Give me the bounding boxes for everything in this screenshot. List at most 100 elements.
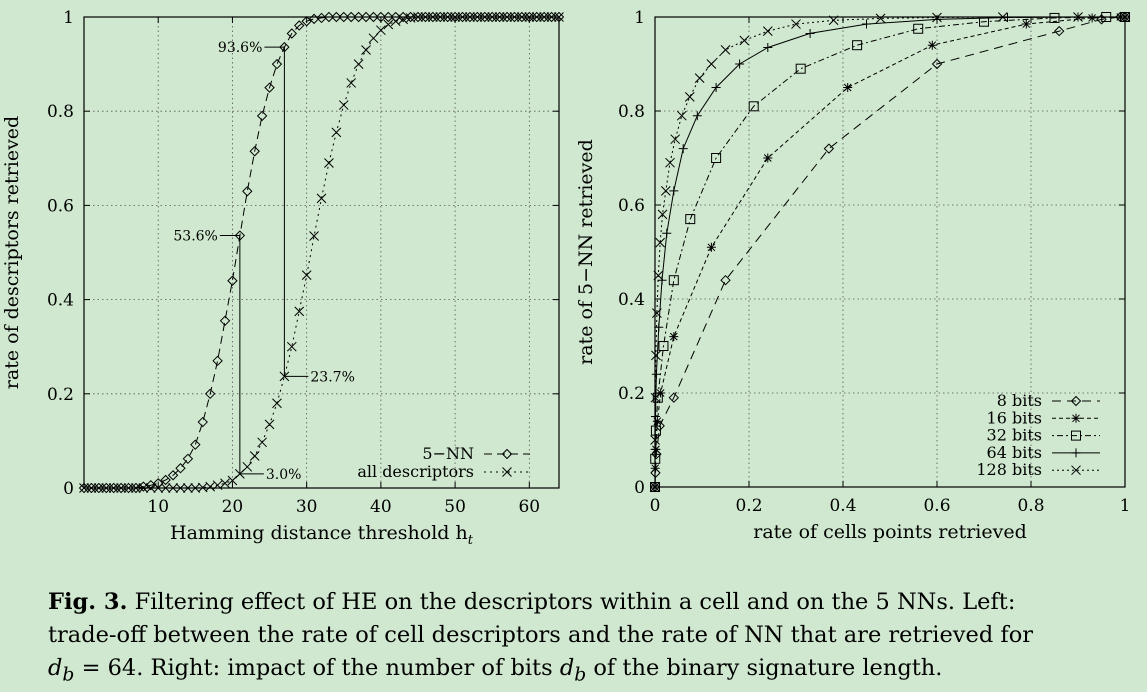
data-point <box>435 12 446 22</box>
legend-label: all descriptors <box>357 462 474 481</box>
data-point <box>692 111 702 121</box>
x-tick-label: 20 <box>222 497 244 517</box>
legend-label: 32 bits <box>987 426 1042 445</box>
data-point <box>862 19 871 29</box>
data-point <box>145 483 156 493</box>
data-point <box>1021 19 1031 29</box>
data-point <box>669 332 679 342</box>
data-point <box>1073 12 1083 22</box>
series-line <box>654 16 1125 488</box>
data-point <box>678 144 688 154</box>
data-point <box>212 355 223 367</box>
data-point <box>427 12 438 22</box>
series-line <box>654 16 1125 488</box>
series-2 <box>650 12 1130 492</box>
data-point <box>720 274 731 286</box>
data-point <box>509 12 520 22</box>
data-point <box>554 12 564 22</box>
y-tick-label: 0.4 <box>618 290 645 310</box>
data-point <box>668 392 680 403</box>
legend-sample-marker <box>1071 413 1081 423</box>
data-point <box>711 153 722 163</box>
data-point <box>294 20 305 31</box>
data-point <box>93 482 105 494</box>
data-point <box>368 11 379 23</box>
data-point <box>264 82 275 93</box>
data-point <box>316 193 327 204</box>
data-point <box>93 483 104 493</box>
data-point <box>286 341 297 352</box>
data-point <box>353 59 364 69</box>
data-point <box>524 11 535 23</box>
data-point <box>331 127 342 138</box>
x-tick-label: 0.4 <box>829 496 856 516</box>
data-point <box>242 461 253 472</box>
y-tick-label: 0 <box>63 479 74 499</box>
y-tick-label: 1 <box>634 8 645 28</box>
data-point <box>360 11 372 23</box>
data-point <box>654 322 664 332</box>
data-point <box>763 43 773 53</box>
data-point <box>684 92 695 102</box>
data-point <box>650 392 661 403</box>
data-point <box>324 158 334 168</box>
y-tick-label: 0.4 <box>47 291 74 311</box>
data-point <box>361 45 371 55</box>
data-point <box>346 78 357 88</box>
legend-sample-marker <box>1070 395 1082 407</box>
data-point <box>204 388 216 400</box>
data-point <box>660 186 671 196</box>
data-point <box>264 419 275 430</box>
caption-figure-label: Fig. 3. <box>48 589 128 615</box>
data-point <box>183 483 193 493</box>
data-point <box>763 153 773 163</box>
data-point <box>651 350 661 361</box>
data-point <box>655 237 666 248</box>
data-point <box>494 11 505 23</box>
legend-label: 64 bits <box>987 443 1042 462</box>
data-point <box>650 425 661 436</box>
caption-text-1: Filtering effect of HE on the descriptor… <box>134 589 1016 615</box>
data-point <box>479 12 490 22</box>
data-point <box>852 40 863 51</box>
data-point <box>932 12 942 23</box>
x-tick-label: 50 <box>444 497 466 517</box>
data-point <box>997 12 1008 22</box>
x-tick-label: 0.2 <box>735 496 762 516</box>
data-point <box>531 12 542 22</box>
data-point <box>875 13 886 24</box>
data-point <box>108 482 119 494</box>
data-point <box>1120 12 1130 22</box>
data-point <box>227 475 238 486</box>
series-line <box>84 16 559 489</box>
data-point <box>168 483 178 493</box>
data-point <box>1049 12 1060 23</box>
data-point <box>227 275 238 286</box>
data-point <box>78 482 90 494</box>
data-point <box>86 482 97 494</box>
data-point <box>652 392 663 403</box>
x-tick-label: 0 <box>650 496 661 516</box>
series-0 <box>78 11 565 494</box>
data-point <box>123 482 134 494</box>
x-tick-label: 10 <box>147 497 169 517</box>
x-tick-label: 40 <box>370 497 392 517</box>
data-point <box>450 12 460 22</box>
data-point <box>376 25 386 36</box>
data-point <box>390 16 401 27</box>
data-point <box>823 143 835 154</box>
data-point <box>685 214 696 225</box>
data-point <box>101 482 112 494</box>
data-point <box>79 483 89 493</box>
x-axis-label: Hamming distance threshold ht <box>170 522 474 548</box>
data-point <box>932 14 942 24</box>
data-point <box>665 157 675 168</box>
series-4 <box>650 12 1130 492</box>
data-point <box>435 11 446 23</box>
data-point <box>160 474 171 486</box>
caption-var-db: d <box>48 655 63 681</box>
data-point <box>662 228 672 238</box>
data-point <box>309 231 319 241</box>
